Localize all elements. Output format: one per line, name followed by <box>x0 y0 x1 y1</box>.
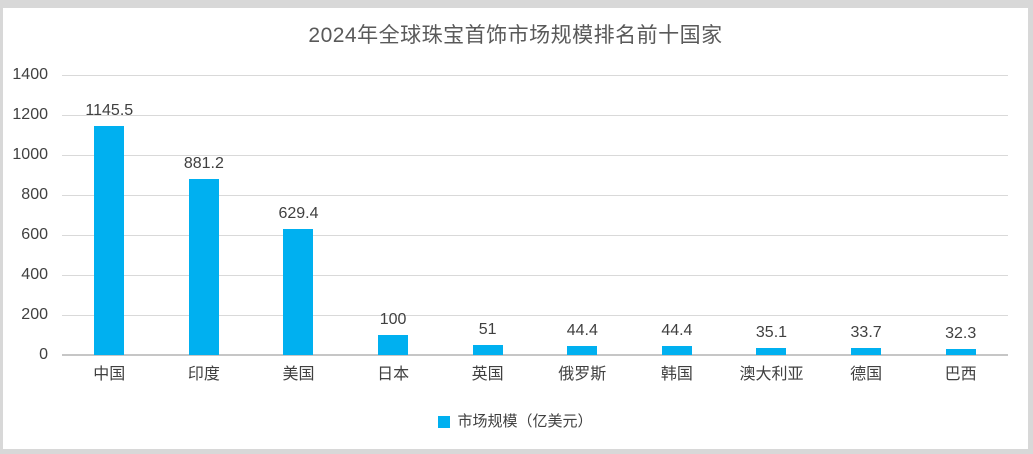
data-label: 32.3 <box>945 324 977 342</box>
y-axis-tick-label: 1000 <box>12 146 48 163</box>
data-label: 1145.5 <box>85 101 134 119</box>
y-axis: 0 200 400 600 800 1000 1200 1400 <box>3 66 48 363</box>
gridline <box>62 75 1008 76</box>
plot-area: 1145.5 中国 881.2 印度 629.4 美国 100 日本 51 英国 44.4 俄罗斯 44… <box>62 75 1008 383</box>
bar <box>661 346 692 355</box>
x-axis-category-label: 印度 <box>187 366 220 383</box>
gridline <box>62 115 1008 116</box>
data-label: 33.7 <box>850 324 882 342</box>
bar-slot: 32.3 巴西 <box>913 75 1008 383</box>
x-axis-line <box>62 354 1008 356</box>
y-axis-tick-label: 200 <box>21 306 48 323</box>
bar-slot: 1145.5 中国 <box>62 75 157 383</box>
x-axis-category-label: 德国 <box>850 366 883 383</box>
legend-swatch-icon <box>438 416 451 428</box>
bar-slot: 44.4 俄罗斯 <box>535 75 630 383</box>
bar-slot: 44.4 韩国 <box>630 75 725 383</box>
bar-slot: 51 英国 <box>440 75 535 383</box>
gridline <box>62 155 1008 156</box>
gridline <box>62 235 1008 236</box>
bar <box>378 335 409 355</box>
x-axis-category-label: 澳大利亚 <box>739 366 804 383</box>
bar <box>283 229 314 355</box>
data-label: 629.4 <box>278 205 319 223</box>
y-axis-tick-label: 1200 <box>12 106 48 123</box>
x-axis-category-label: 美国 <box>282 366 315 383</box>
chart-canvas: 2024年全球珠宝首饰市场规模排名前十国家 0 200 400 600 800 1000 1… <box>3 8 1028 449</box>
y-axis-tick-label: 0 <box>39 346 48 363</box>
legend-label: 市场规模（亿美元） <box>457 413 593 430</box>
data-label: 44.4 <box>661 322 693 340</box>
y-axis-tick-label: 1400 <box>12 66 48 83</box>
data-label: 35.1 <box>755 323 788 341</box>
gridline <box>62 315 1008 316</box>
x-axis-category-label: 俄罗斯 <box>558 366 607 383</box>
y-axis-tick-label: 600 <box>21 226 48 243</box>
data-label: 881.2 <box>183 154 224 172</box>
bar <box>472 344 503 355</box>
data-label: 100 <box>379 311 407 328</box>
x-axis-category-label: 巴西 <box>944 366 977 383</box>
x-axis-category-label: 英国 <box>471 366 504 383</box>
y-axis-tick-label: 400 <box>21 266 48 283</box>
bar <box>851 348 882 355</box>
gridline <box>62 275 1008 276</box>
data-label: 44.4 <box>566 322 598 340</box>
data-label: 51 <box>478 320 497 338</box>
bar-slot: 881.2 印度 <box>157 75 252 383</box>
bar-slot: 100 日本 <box>346 75 441 383</box>
bar <box>945 348 976 355</box>
gridline <box>62 195 1008 196</box>
chart-title: 2024年全球珠宝首饰市场规模排名前十国家 <box>308 24 723 47</box>
bar <box>756 347 787 355</box>
x-axis-category-label: 中国 <box>93 366 126 383</box>
x-axis-category-label: 日本 <box>377 366 410 383</box>
bar-series: 1145.5 中国 881.2 印度 629.4 美国 100 日本 51 英国 44.4 俄罗斯 44… <box>62 75 1008 383</box>
bar <box>567 346 598 355</box>
bar-slot: 629.4 美国 <box>251 75 346 383</box>
bar-slot: 33.7 德国 <box>819 75 914 383</box>
x-axis-category-label: 韩国 <box>660 366 693 383</box>
bar <box>94 125 125 355</box>
legend: 市场规模（亿美元） <box>3 412 1028 432</box>
y-axis-tick-label: 800 <box>21 186 48 203</box>
bar <box>188 178 219 355</box>
bar-slot: 35.1 澳大利亚 <box>724 75 819 383</box>
